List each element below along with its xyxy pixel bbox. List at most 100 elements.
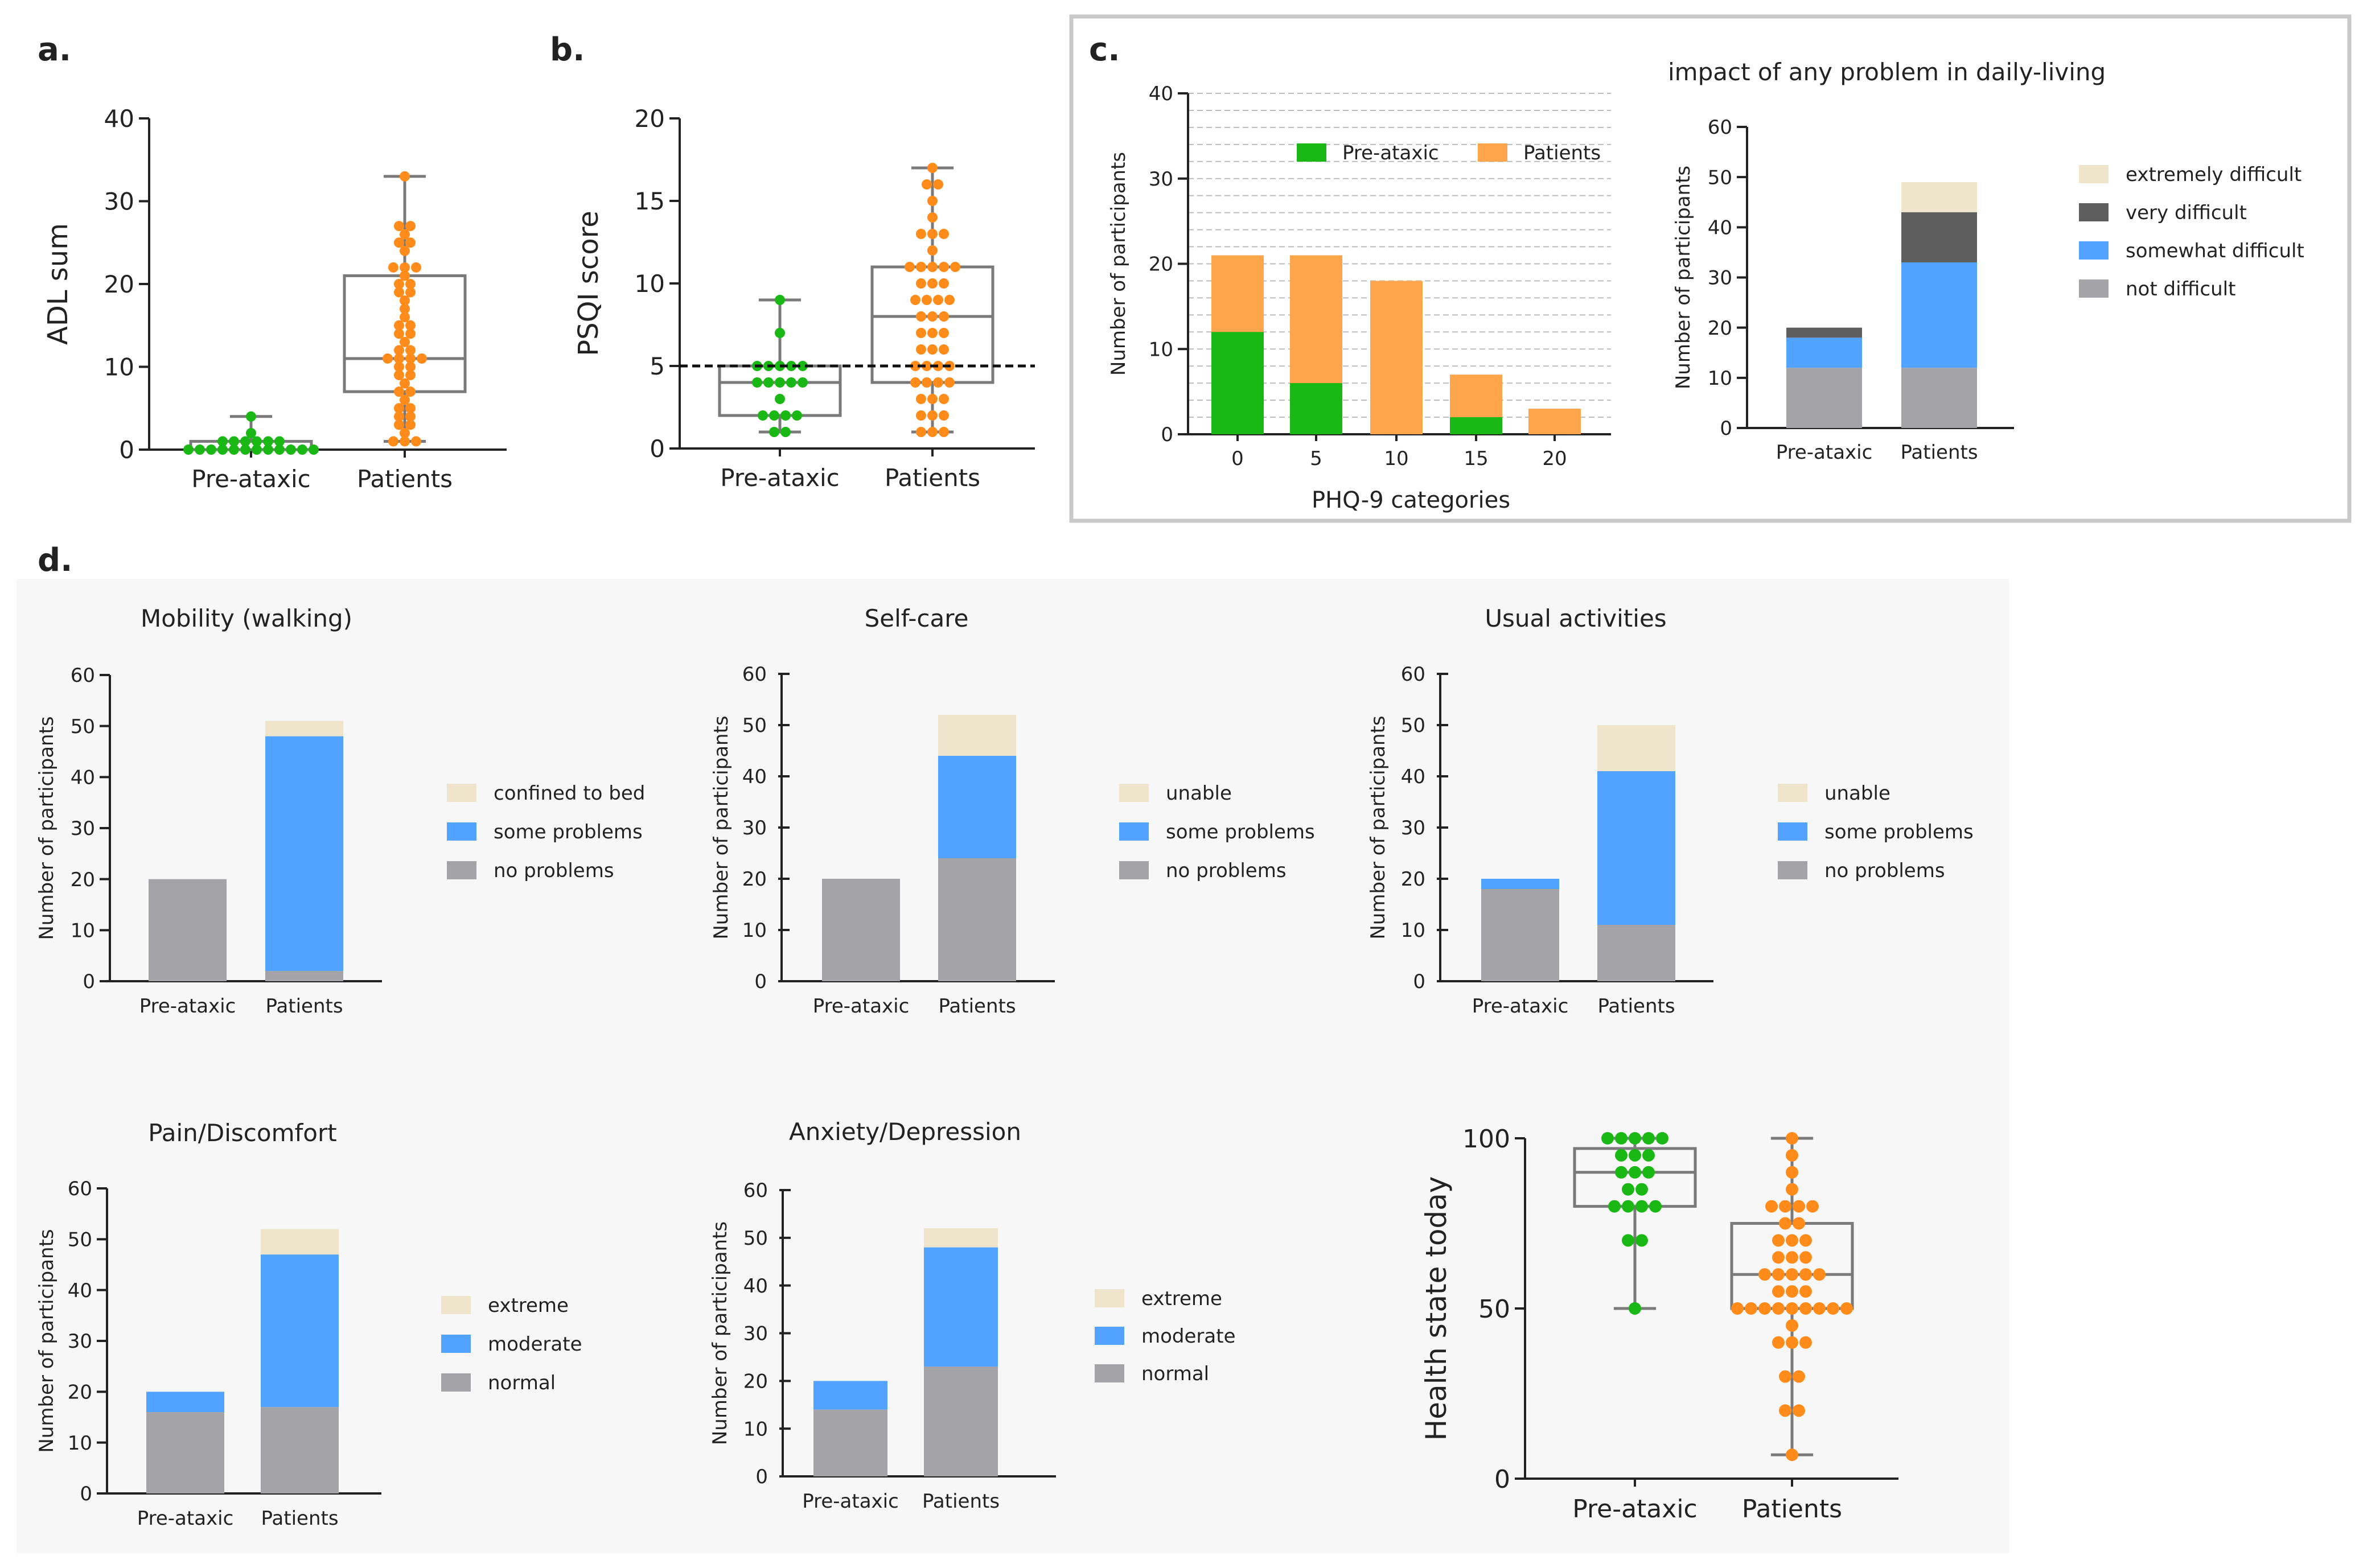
- legend-label: Patients: [1523, 142, 1601, 164]
- bar-segment: [265, 721, 343, 736]
- data-point: [939, 427, 949, 437]
- legend-label: Pre-ataxic: [1342, 142, 1439, 164]
- data-point: [1799, 1234, 1812, 1247]
- data-point: [922, 295, 932, 305]
- legend-swatch: [1095, 1364, 1124, 1382]
- y-axis-label: Number of participants: [709, 1221, 731, 1445]
- data-point: [1786, 1448, 1798, 1462]
- data-point: [286, 445, 296, 455]
- bar-segment: [261, 1254, 339, 1408]
- data-point: [405, 328, 416, 339]
- data-point: [405, 237, 416, 248]
- y-tick-label: 60: [1401, 663, 1425, 686]
- data-point: [927, 212, 938, 223]
- data-point: [939, 278, 949, 289]
- data-point: [229, 445, 239, 455]
- data-point: [405, 411, 416, 422]
- legend-swatch: [1119, 784, 1149, 802]
- data-point: [1615, 1166, 1628, 1179]
- data-point: [405, 361, 416, 372]
- data-point: [400, 295, 410, 306]
- legend-swatch: [447, 822, 476, 841]
- data-point: [400, 436, 410, 447]
- data-point: [183, 445, 194, 455]
- y-tick-label: 40: [71, 767, 95, 789]
- bar-segment: [813, 1381, 887, 1410]
- data-point: [1786, 1285, 1798, 1298]
- legend-swatch: [2079, 165, 2109, 183]
- data-point: [195, 445, 205, 455]
- data-point: [927, 278, 938, 289]
- data-point: [405, 403, 416, 414]
- x-category-label: 5: [1310, 447, 1322, 470]
- data-point: [780, 410, 791, 421]
- chart-c-daily-living-impact: 0 10 20 30 40 50 60 Number of participants impac…: [1668, 58, 2304, 464]
- y-tick-label: 10: [742, 919, 767, 942]
- data-point: [752, 377, 762, 388]
- data-point: [400, 262, 410, 273]
- y-tick-label: 40: [1401, 766, 1425, 788]
- y-tick-label: 40: [1149, 83, 1173, 105]
- data-point: [910, 295, 920, 305]
- data-point: [1786, 1268, 1798, 1281]
- data-point: [240, 436, 250, 447]
- x-category-label: Patients: [1900, 441, 1978, 464]
- legend-label: no problems: [494, 859, 614, 882]
- y-axis-label: Number of participants: [710, 715, 733, 939]
- data-point: [1656, 1132, 1668, 1145]
- y-tick-label: 0: [1161, 423, 1173, 446]
- bar-segment: [1481, 879, 1559, 889]
- y-tick-label: 20: [104, 270, 134, 298]
- y-tick-label: 20: [742, 868, 767, 891]
- data-point: [916, 410, 926, 421]
- data-point: [388, 436, 398, 447]
- x-category-label: Pre-ataxic: [1776, 441, 1873, 464]
- data-point: [939, 229, 949, 239]
- data-point: [927, 410, 938, 421]
- legend-label: some problems: [1824, 821, 1974, 843]
- data-point: [1642, 1166, 1655, 1179]
- data-point: [1779, 1404, 1791, 1417]
- data-point: [309, 445, 319, 455]
- data-point: [775, 377, 785, 388]
- data-point: [405, 279, 416, 289]
- y-tick-label: 0: [755, 1466, 768, 1488]
- data-point: [229, 436, 239, 447]
- data-point: [246, 427, 256, 438]
- data-point: [758, 410, 768, 421]
- data-point: [927, 229, 938, 239]
- box-iqr: [718, 364, 842, 417]
- bar-segment: [813, 1409, 887, 1476]
- data-point: [905, 262, 915, 272]
- data-point: [950, 262, 960, 272]
- data-point: [274, 445, 285, 455]
- y-tick-label: 60: [71, 664, 95, 687]
- data-point: [400, 336, 410, 347]
- data-point: [1799, 1251, 1812, 1264]
- bar: [1370, 281, 1423, 434]
- bar-segment: [1901, 262, 1977, 368]
- legend-swatch: [1095, 1289, 1124, 1307]
- x-category-label: Patients: [357, 465, 453, 493]
- data-point: [394, 279, 404, 289]
- data-point: [1786, 1336, 1798, 1349]
- y-tick-label: 20: [743, 1371, 768, 1393]
- legend-swatch: [441, 1335, 471, 1353]
- data-point: [405, 320, 416, 331]
- y-axis-label: ADL sum: [42, 223, 74, 345]
- data-point: [1793, 1404, 1805, 1417]
- data-point: [1786, 1251, 1798, 1264]
- data-point: [252, 445, 262, 455]
- data-point: [394, 221, 404, 232]
- bar-segment: [924, 1367, 998, 1476]
- data-point: [1786, 1183, 1798, 1196]
- data-point: [1642, 1132, 1655, 1145]
- data-point: [939, 410, 949, 421]
- legend-swatch: [441, 1373, 471, 1392]
- data-point: [916, 427, 926, 437]
- data-point: [394, 320, 404, 331]
- y-tick-label: 0: [754, 970, 767, 993]
- y-tick-label: 10: [71, 920, 95, 943]
- data-point: [944, 295, 955, 305]
- data-point: [400, 303, 410, 314]
